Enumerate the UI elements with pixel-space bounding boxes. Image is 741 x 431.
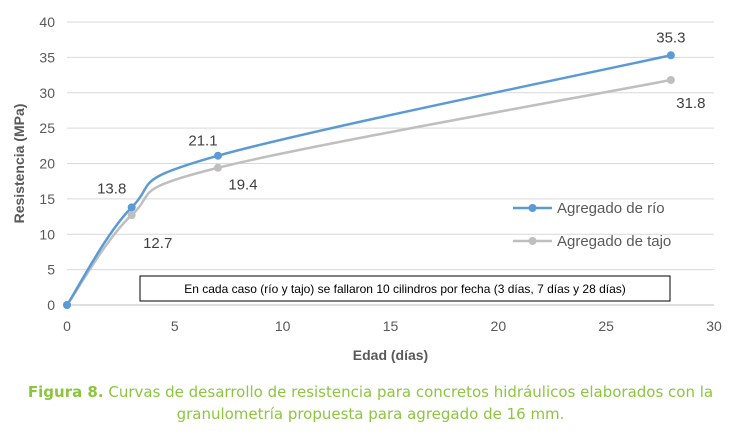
strength-chart: 0 5 10 15 20 25 30 35 40 0 5 10 15 20 25 30 Resistenci…	[11, 14, 722, 363]
series-0-label-3: 35.3	[656, 29, 685, 46]
series-0-point-2	[213, 151, 222, 160]
y-tick-10: 10	[39, 226, 55, 242]
x-tick-labels: 0 5 10 15 20 25 30	[63, 318, 722, 334]
x-tick-30: 30	[706, 318, 722, 334]
series-0: 13.8 21.1 35.3	[63, 29, 685, 309]
series-0-point-1	[127, 203, 136, 212]
annotation-box	[139, 275, 671, 302]
x-tick-20: 20	[491, 318, 507, 334]
y-tick-15: 15	[39, 191, 55, 207]
legend: Agregado de río Agregado de tajo	[513, 200, 671, 250]
x-axis-label: Edad (días)	[353, 347, 428, 363]
y-tick-30: 30	[39, 85, 55, 101]
series-1-label-3: 31.8	[676, 95, 705, 112]
legend-label-0: Agregado de río	[557, 200, 665, 217]
legend-label-1: Agregado de tajo	[557, 233, 671, 250]
legend-marker-1	[528, 237, 537, 245]
y-tick-35: 35	[39, 49, 55, 65]
series-1-line	[65, 78, 672, 306]
grid-lines	[67, 21, 714, 271]
series-0-point-3	[666, 51, 675, 60]
y-axis-label: Resistencia (MPa)	[11, 104, 27, 224]
series-0-point-0	[63, 301, 71, 309]
series-1-point-2	[213, 163, 222, 172]
caption-line1: Curvas de desarrollo de resistencia para…	[103, 383, 714, 401]
y-tick-0: 0	[47, 297, 55, 313]
y-tick-25: 25	[39, 120, 55, 136]
x-tick-15: 15	[383, 318, 399, 334]
legend-marker-0	[528, 204, 537, 212]
series-0-label-2: 21.1	[188, 133, 217, 150]
annotation-text: En cada caso (río y tajo) se fallaron 10…	[184, 282, 626, 296]
x-tick-5: 5	[171, 318, 179, 334]
caption-label: Figura 8.	[27, 383, 104, 401]
series-1-label-2: 19.4	[228, 177, 257, 194]
series-1-point-1	[127, 211, 136, 220]
figure-caption: Figura 8. Curvas de desarrollo de resist…	[0, 381, 741, 425]
series-1-label-1: 12.7	[143, 235, 172, 252]
y-tick-5: 5	[47, 262, 55, 278]
y-tick-20: 20	[39, 156, 55, 172]
x-tick-25: 25	[598, 318, 614, 334]
series-1: 12.7 19.4 31.8	[63, 76, 705, 309]
caption-line2: granulometría propuesta para agregado de…	[176, 405, 565, 423]
y-tick-labels: 0 5 10 15 20 25 30 35 40	[39, 14, 55, 313]
series-0-label-1: 13.8	[97, 180, 126, 197]
x-tick-0: 0	[63, 318, 71, 334]
series-1-point-3	[666, 76, 675, 85]
series-0-line	[65, 54, 672, 306]
y-tick-40: 40	[39, 14, 55, 30]
x-tick-10: 10	[275, 318, 291, 334]
